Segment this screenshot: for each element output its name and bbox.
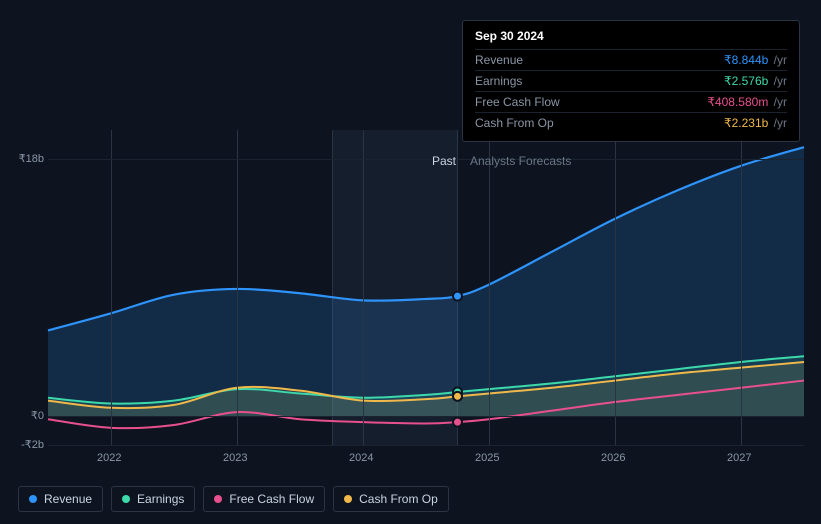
tooltip-metric-label: Cash From Op	[475, 116, 554, 130]
legend-label: Earnings	[137, 492, 184, 506]
series-marker	[453, 392, 462, 401]
gridline-horizontal	[48, 416, 804, 417]
legend-item[interactable]: Free Cash Flow	[203, 486, 325, 512]
x-axis-label: 2027	[727, 452, 751, 464]
tooltip-metric-value: ₹8.844b /yr	[724, 53, 787, 67]
series-marker	[453, 292, 462, 301]
legend-dot-icon	[122, 495, 130, 503]
x-axis-label: 2024	[349, 452, 373, 464]
x-axis-label: 2023	[223, 452, 247, 464]
financial-forecast-chart: Sep 30 2024 Revenue ₹8.844b /yr Earnings ₹2…	[0, 0, 821, 524]
past-label: Past	[432, 154, 456, 168]
gridline-horizontal	[48, 445, 804, 446]
legend-dot-icon	[29, 495, 37, 503]
legend-label: Free Cash Flow	[229, 492, 314, 506]
tooltip-metric-label: Earnings	[475, 74, 522, 88]
legend-item[interactable]: Revenue	[18, 486, 103, 512]
gridline-horizontal	[48, 159, 804, 160]
gridline-vertical	[741, 130, 742, 445]
tooltip-row: Cash From Op ₹2.231b /yr	[475, 112, 787, 133]
legend-dot-icon	[214, 495, 222, 503]
tooltip-row: Earnings ₹2.576b /yr	[475, 70, 787, 91]
y-axis-label: ₹0	[4, 409, 44, 422]
tooltip-row: Revenue ₹8.844b /yr	[475, 49, 787, 70]
forecast-label: Analysts Forecasts	[470, 154, 571, 168]
gridline-vertical	[111, 130, 112, 445]
legend-item[interactable]: Cash From Op	[333, 486, 449, 512]
gridline-vertical	[615, 130, 616, 445]
y-axis-label: -₹2b	[4, 438, 44, 451]
x-axis-label: 2026	[601, 452, 625, 464]
chart-tooltip: Sep 30 2024 Revenue ₹8.844b /yr Earnings ₹2…	[462, 20, 800, 142]
tooltip-metric-value: ₹2.576b /yr	[724, 74, 787, 88]
chart-svg	[48, 130, 804, 445]
gridline-vertical	[237, 130, 238, 445]
x-axis-label: 2025	[475, 452, 499, 464]
tooltip-metric-value: ₹408.580m /yr	[707, 95, 787, 109]
legend-item[interactable]: Earnings	[111, 486, 195, 512]
legend-label: Revenue	[44, 492, 92, 506]
series-marker	[453, 418, 462, 427]
x-axis-label: 2022	[97, 452, 121, 464]
gridline-vertical	[489, 130, 490, 445]
tooltip-metric-label: Revenue	[475, 53, 523, 67]
legend-label: Cash From Op	[359, 492, 438, 506]
tooltip-date: Sep 30 2024	[475, 29, 787, 43]
tooltip-metric-label: Free Cash Flow	[475, 95, 560, 109]
legend-dot-icon	[344, 495, 352, 503]
y-axis-label: ₹18b	[4, 152, 44, 165]
tooltip-row: Free Cash Flow ₹408.580m /yr	[475, 91, 787, 112]
gridline-vertical	[363, 130, 364, 445]
tooltip-metric-value: ₹2.231b /yr	[724, 116, 787, 130]
legend: Revenue Earnings Free Cash Flow Cash From O…	[18, 486, 449, 512]
